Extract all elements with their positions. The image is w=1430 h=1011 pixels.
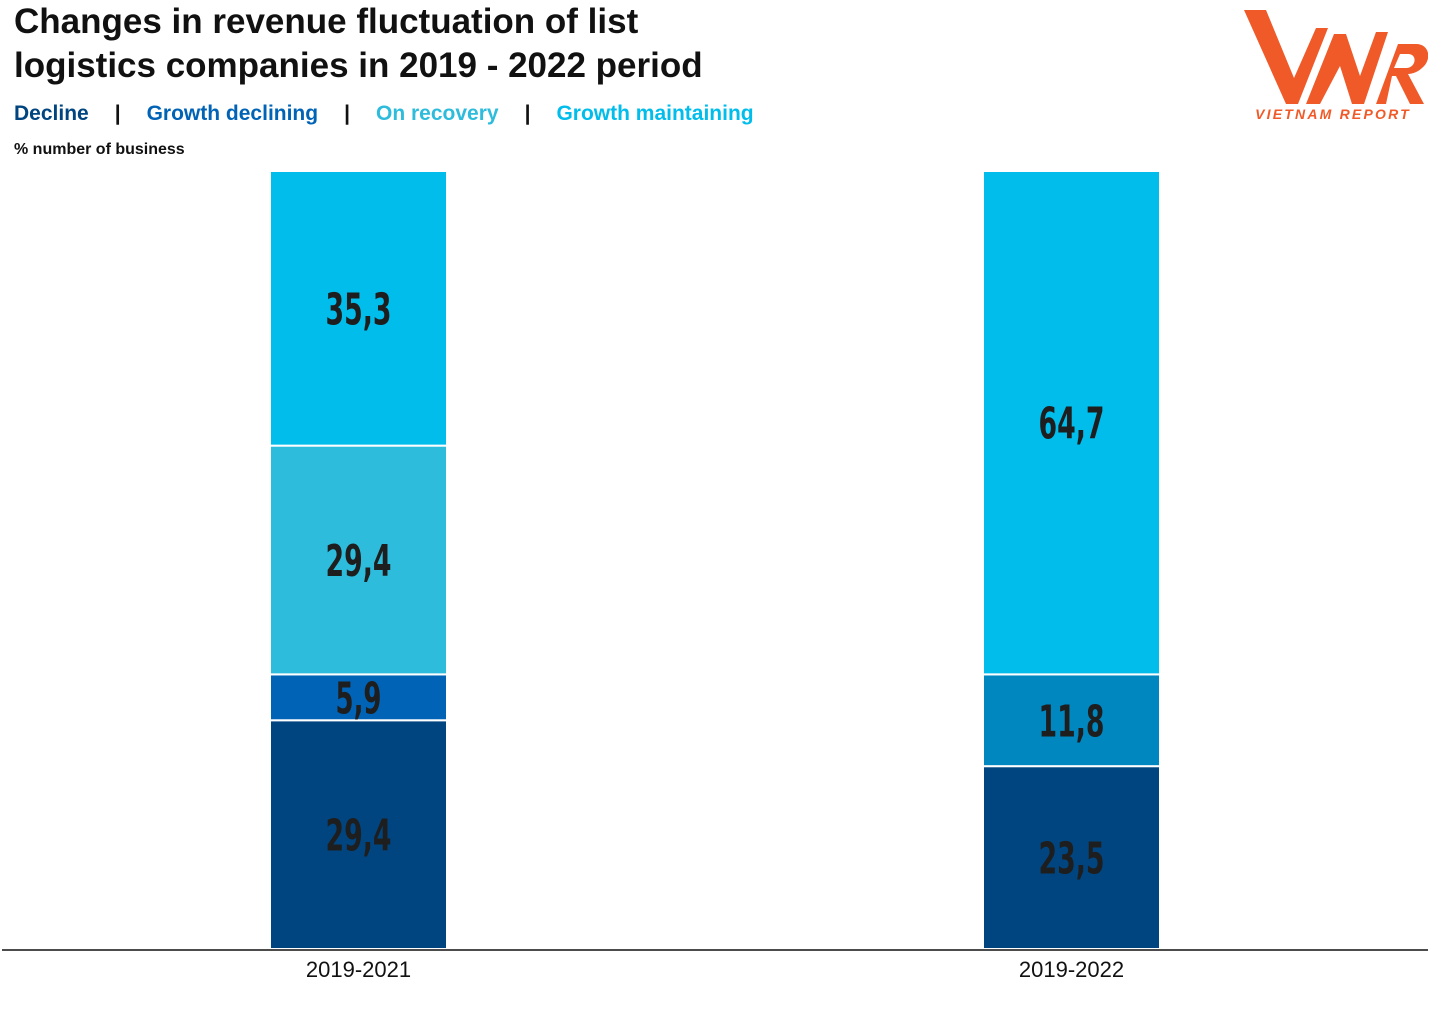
bar-segment-2019-2022-on-recovery <box>982 673 1161 768</box>
data-label: 11,8 <box>1039 696 1105 747</box>
logo-wordmark: VIETNAM REPORT <box>1255 106 1411 122</box>
legend-separator: | <box>524 102 531 125</box>
data-label: 64,7 <box>1039 399 1105 450</box>
chart-title: Changes in revenue fluctuation of list l… <box>14 0 914 88</box>
bar-segment-2019-2021-decline <box>269 719 448 950</box>
chart-title-line-1: Changes in revenue fluctuation of list <box>14 2 639 41</box>
legend-item-on-recovery: On recovery <box>375 102 499 125</box>
legend: Decline | Growth declining | On recovery… <box>14 100 754 128</box>
x-tick-label: 2019-2022 <box>1019 957 1124 982</box>
data-label: 35,3 <box>326 284 392 335</box>
vnr-logo-icon <box>1244 10 1428 104</box>
data-label: 29,4 <box>326 811 392 862</box>
data-label: 29,4 <box>326 536 392 587</box>
bar-segment-2019-2022-growth-maintaining <box>982 170 1161 676</box>
x-tick-label: 2019-2021 <box>306 957 411 982</box>
bar-segment-2019-2021-growth-declining <box>269 673 448 722</box>
data-label: 23,5 <box>1039 834 1105 885</box>
bar-segment-2019-2021-growth-maintaining <box>269 170 448 447</box>
legend-separator: | <box>344 102 350 125</box>
legend-item-growth-declining: Growth declining <box>146 102 319 125</box>
legend-item-decline: Decline <box>14 102 89 125</box>
legend-item-growth-maintaining: Growth maintaining <box>556 102 754 125</box>
data-label: 5,9 <box>336 673 382 724</box>
bar-segment-2019-2021-on-recovery <box>269 444 448 676</box>
y-axis-unit-label: % number of business <box>14 141 185 158</box>
bar-segment-2019-2022-decline <box>982 765 1161 950</box>
legend-separator: | <box>114 102 121 125</box>
chart-title-line-2: logistics companies in 2019 - 2022 perio… <box>14 46 703 85</box>
